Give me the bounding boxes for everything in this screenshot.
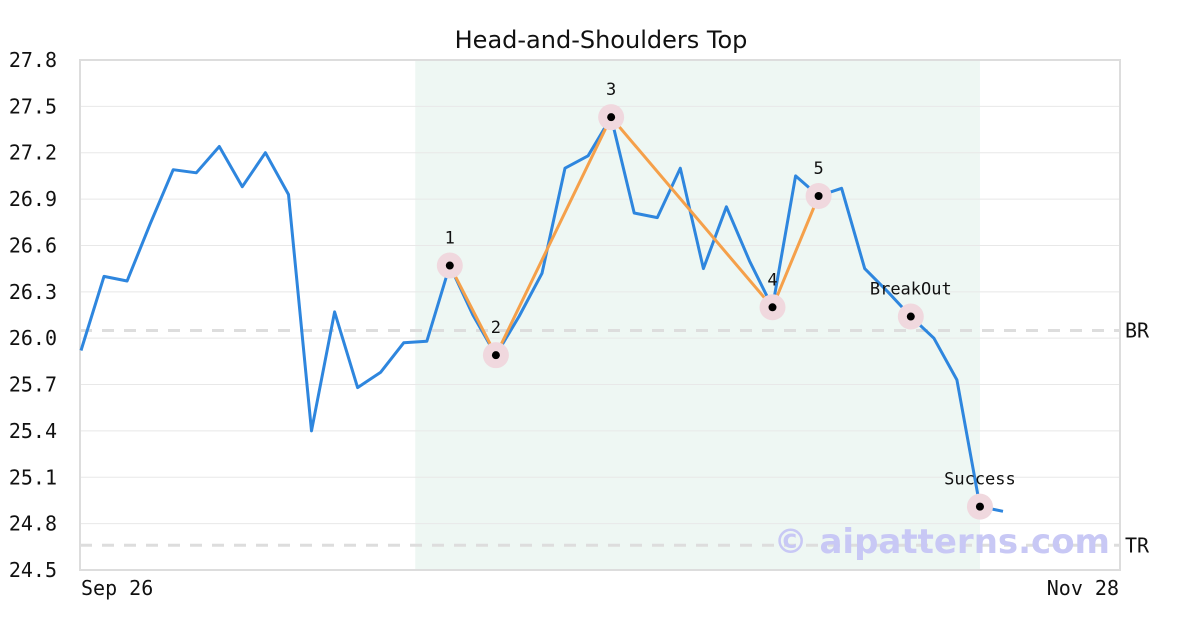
pattern-region bbox=[415, 60, 980, 570]
y-tick-label: 26.0 bbox=[9, 326, 57, 350]
point-label-4: 4 bbox=[767, 270, 777, 290]
y-tick-label: 27.8 bbox=[9, 48, 57, 72]
y-tick-label: 26.9 bbox=[9, 187, 57, 211]
y-tick-label: 25.7 bbox=[9, 373, 57, 397]
point-label-5: 5 bbox=[813, 159, 823, 179]
point-label-breakout: BreakOut bbox=[870, 280, 952, 300]
marker-dot-4 bbox=[768, 303, 777, 312]
marker-dot-success bbox=[975, 502, 984, 511]
plot-frame bbox=[79, 59, 1121, 571]
marker-dot-1 bbox=[445, 261, 454, 270]
marker-dot-3 bbox=[607, 113, 616, 122]
level-label-br: BR bbox=[1125, 318, 1150, 342]
y-axis-ticks: 24.5 24.8 25.1 25.4 25.7 26.0 26.3 26.6 26.9 27.2… bbox=[9, 48, 57, 582]
x-tick-last: Nov 28 bbox=[1047, 576, 1119, 600]
chart-title: Head-and-Shoulders Top bbox=[455, 26, 748, 54]
y-tick-label: 24.5 bbox=[9, 558, 57, 582]
point-label-success: Success bbox=[944, 470, 1016, 490]
y-tick-label: 25.4 bbox=[9, 419, 57, 443]
price-line bbox=[79, 115, 1004, 513]
marker-dot-breakout bbox=[906, 312, 915, 321]
point-label-1: 1 bbox=[445, 229, 455, 249]
y-tick-label: 27.2 bbox=[9, 141, 57, 165]
pattern-markers: 1 2 3 4 5 BreakOut Success bbox=[436, 80, 1016, 520]
marker-dot-2 bbox=[491, 351, 500, 360]
x-tick-first: Sep 26 bbox=[81, 576, 153, 600]
point-label-3: 3 bbox=[606, 80, 616, 100]
marker-dot-5 bbox=[814, 192, 823, 200]
y-tick-label: 26.6 bbox=[9, 233, 57, 257]
y-tick-label: 26.3 bbox=[9, 280, 57, 304]
watermark: © aipatterns.com bbox=[774, 522, 1110, 562]
price-series bbox=[79, 115, 1004, 513]
y-tick-label: 25.1 bbox=[9, 465, 57, 489]
pattern-region-fill bbox=[415, 60, 980, 570]
level-label-tr: TR bbox=[1125, 533, 1150, 557]
level-lines: BR TR bbox=[80, 318, 1150, 557]
y-tick-label: 27.5 bbox=[9, 94, 57, 118]
y-tick-label: 24.8 bbox=[9, 512, 57, 536]
point-label-2: 2 bbox=[491, 318, 501, 338]
